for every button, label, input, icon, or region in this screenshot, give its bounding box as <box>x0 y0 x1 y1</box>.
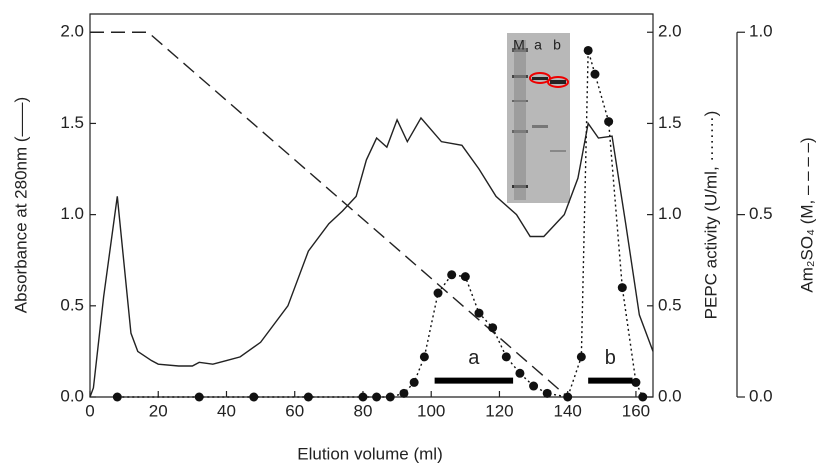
data-point <box>488 323 498 333</box>
y2-axis-label: PEPC activity (U/ml, ········) <box>701 111 720 320</box>
data-point <box>409 377 419 387</box>
data-point <box>112 392 122 402</box>
data-point <box>194 392 204 402</box>
data-point <box>638 392 648 402</box>
data-point <box>419 352 429 362</box>
y-axis-label: Absorbance at 280nm (——) <box>11 97 30 313</box>
y3-tick-label: 0.0 <box>749 386 773 405</box>
y2-tick-label: 0.0 <box>658 386 682 405</box>
data-point <box>617 283 627 293</box>
data-point <box>358 392 368 402</box>
x-tick-label: 40 <box>217 401 236 420</box>
data-point <box>372 392 382 402</box>
y3-tick-label: 0.5 <box>749 204 773 223</box>
y2-tick-label: 1.5 <box>658 113 682 132</box>
y-tick-label: 0.5 <box>60 295 84 314</box>
highlight <box>547 76 569 88</box>
data-point <box>385 392 395 402</box>
gel-band <box>550 80 566 84</box>
x-axis-label: Elution volume (ml) <box>297 444 443 463</box>
y2-tick-label: 1.0 <box>658 204 682 223</box>
series-line <box>89 116 654 398</box>
data-point <box>501 352 511 362</box>
y2-tick-label: 2.0 <box>658 22 682 41</box>
lane-label: M <box>513 37 525 53</box>
gel-band <box>532 125 548 128</box>
x-tick-label: 140 <box>554 401 582 420</box>
fraction-label: b <box>605 347 616 369</box>
data-point <box>590 69 600 79</box>
gel-band <box>550 150 566 152</box>
lane-label: b <box>553 37 561 53</box>
x-tick-label: 60 <box>285 401 304 420</box>
data-point <box>433 288 443 298</box>
x-tick-label: 80 <box>354 401 373 420</box>
data-point <box>576 352 586 362</box>
x-tick-label: 160 <box>622 401 650 420</box>
data-point <box>399 388 409 398</box>
data-point <box>249 392 259 402</box>
x-tick-label: 0 <box>85 401 94 420</box>
data-point <box>474 308 484 318</box>
data-point <box>563 392 573 402</box>
y3-axis-label: Am₂SO₄ (M, – – – –) <box>797 137 816 292</box>
data-point <box>529 381 539 391</box>
fraction-label: a <box>468 347 480 369</box>
y3-tick-label: 1.0 <box>749 22 773 41</box>
data-point <box>515 368 525 378</box>
y-tick-label: 1.5 <box>60 113 84 132</box>
x-tick-label: 100 <box>417 401 445 420</box>
x-tick-label: 20 <box>149 401 168 420</box>
gel-lane <box>514 40 526 200</box>
data-point <box>542 388 552 398</box>
data-point <box>447 270 457 280</box>
lane-label: a <box>534 37 542 53</box>
y2-tick-label: 0.5 <box>658 295 682 314</box>
data-point <box>583 45 593 55</box>
data-point <box>460 272 470 282</box>
gel-band <box>532 77 548 80</box>
y-tick-label: 0.0 <box>60 386 84 405</box>
data-point <box>631 377 641 387</box>
data-point <box>604 117 614 127</box>
data-point <box>303 392 313 402</box>
x-tick-label: 120 <box>485 401 513 420</box>
y-tick-label: 2.0 <box>60 22 84 41</box>
series-line <box>90 31 569 398</box>
y-tick-label: 1.0 <box>60 204 84 223</box>
